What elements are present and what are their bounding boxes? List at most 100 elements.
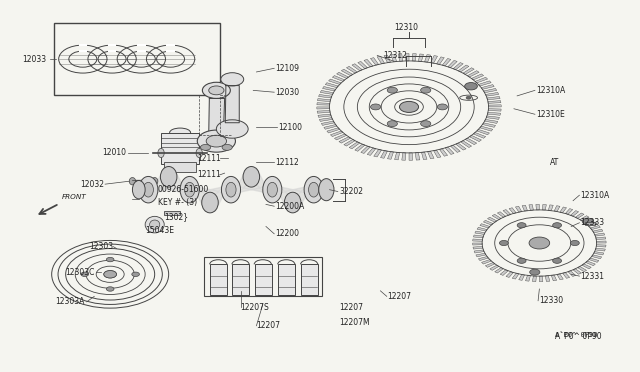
Polygon shape	[497, 212, 506, 217]
Text: 32202: 32202	[339, 187, 363, 196]
Ellipse shape	[284, 192, 301, 213]
Polygon shape	[593, 229, 603, 233]
Polygon shape	[371, 58, 379, 65]
Ellipse shape	[180, 176, 199, 203]
Polygon shape	[317, 110, 330, 113]
Polygon shape	[582, 264, 591, 269]
Polygon shape	[525, 275, 531, 281]
Polygon shape	[391, 54, 397, 62]
Ellipse shape	[150, 220, 160, 229]
Polygon shape	[320, 90, 333, 94]
Text: 12109: 12109	[275, 64, 300, 73]
Circle shape	[420, 121, 431, 126]
Circle shape	[582, 218, 594, 225]
Polygon shape	[344, 140, 355, 146]
Text: 12207: 12207	[387, 292, 411, 301]
Text: 12207: 12207	[257, 321, 280, 330]
Polygon shape	[335, 134, 347, 140]
Circle shape	[387, 121, 397, 126]
Polygon shape	[319, 118, 333, 121]
Bar	[232, 264, 250, 295]
Polygon shape	[473, 239, 483, 241]
Polygon shape	[512, 273, 519, 279]
Polygon shape	[317, 107, 330, 109]
Polygon shape	[588, 222, 597, 227]
Bar	[301, 264, 318, 295]
Polygon shape	[419, 54, 424, 61]
Circle shape	[202, 82, 230, 99]
Ellipse shape	[319, 179, 334, 201]
Text: 12030: 12030	[275, 88, 300, 97]
Circle shape	[517, 258, 526, 263]
Polygon shape	[596, 245, 606, 247]
Polygon shape	[374, 150, 381, 157]
Circle shape	[132, 272, 140, 276]
Polygon shape	[317, 99, 330, 102]
Ellipse shape	[158, 148, 164, 158]
Polygon shape	[476, 253, 486, 257]
Ellipse shape	[132, 180, 145, 199]
Ellipse shape	[221, 176, 241, 203]
Polygon shape	[570, 211, 579, 216]
Polygon shape	[367, 148, 376, 155]
Text: 12033: 12033	[22, 55, 47, 64]
Bar	[54, 23, 220, 95]
Polygon shape	[433, 150, 441, 158]
Polygon shape	[532, 276, 536, 282]
Polygon shape	[488, 101, 501, 103]
Polygon shape	[484, 89, 497, 93]
Polygon shape	[529, 205, 533, 210]
Polygon shape	[474, 250, 484, 253]
Circle shape	[387, 87, 397, 93]
Polygon shape	[445, 147, 454, 154]
Ellipse shape	[243, 167, 260, 187]
Polygon shape	[515, 206, 522, 212]
Polygon shape	[487, 96, 500, 100]
Polygon shape	[580, 216, 589, 221]
Polygon shape	[565, 209, 573, 214]
Circle shape	[530, 269, 540, 275]
Polygon shape	[319, 94, 332, 98]
Polygon shape	[540, 276, 543, 282]
Polygon shape	[456, 143, 466, 150]
Bar	[204, 257, 322, 296]
Text: 12207: 12207	[339, 303, 363, 312]
Text: FRONT: FRONT	[62, 194, 86, 200]
Ellipse shape	[184, 182, 195, 197]
Text: 15043E: 15043E	[145, 226, 174, 235]
Polygon shape	[467, 71, 479, 77]
Polygon shape	[453, 62, 463, 70]
Ellipse shape	[143, 182, 154, 197]
Polygon shape	[483, 123, 495, 127]
Bar	[278, 264, 295, 295]
Polygon shape	[481, 260, 492, 264]
Circle shape	[209, 86, 224, 95]
Polygon shape	[474, 132, 486, 138]
Ellipse shape	[170, 128, 191, 137]
Polygon shape	[554, 206, 560, 212]
Polygon shape	[278, 187, 307, 211]
Text: 12032: 12032	[80, 180, 104, 189]
Polygon shape	[436, 57, 444, 64]
Circle shape	[106, 287, 114, 291]
Polygon shape	[480, 126, 493, 131]
Polygon shape	[339, 137, 351, 143]
Polygon shape	[352, 64, 362, 71]
Polygon shape	[415, 153, 420, 160]
Text: 12330: 12330	[540, 296, 563, 305]
Polygon shape	[424, 55, 431, 62]
Bar	[585, 222, 595, 225]
Circle shape	[517, 223, 526, 228]
Polygon shape	[591, 255, 602, 259]
Polygon shape	[325, 83, 338, 88]
Polygon shape	[387, 152, 394, 159]
Polygon shape	[330, 131, 343, 137]
Polygon shape	[595, 233, 605, 236]
Polygon shape	[506, 272, 513, 278]
Polygon shape	[461, 141, 472, 147]
Circle shape	[553, 223, 561, 228]
Polygon shape	[440, 149, 447, 156]
Ellipse shape	[263, 176, 282, 203]
Text: 12303: 12303	[89, 242, 113, 251]
Polygon shape	[321, 121, 335, 125]
